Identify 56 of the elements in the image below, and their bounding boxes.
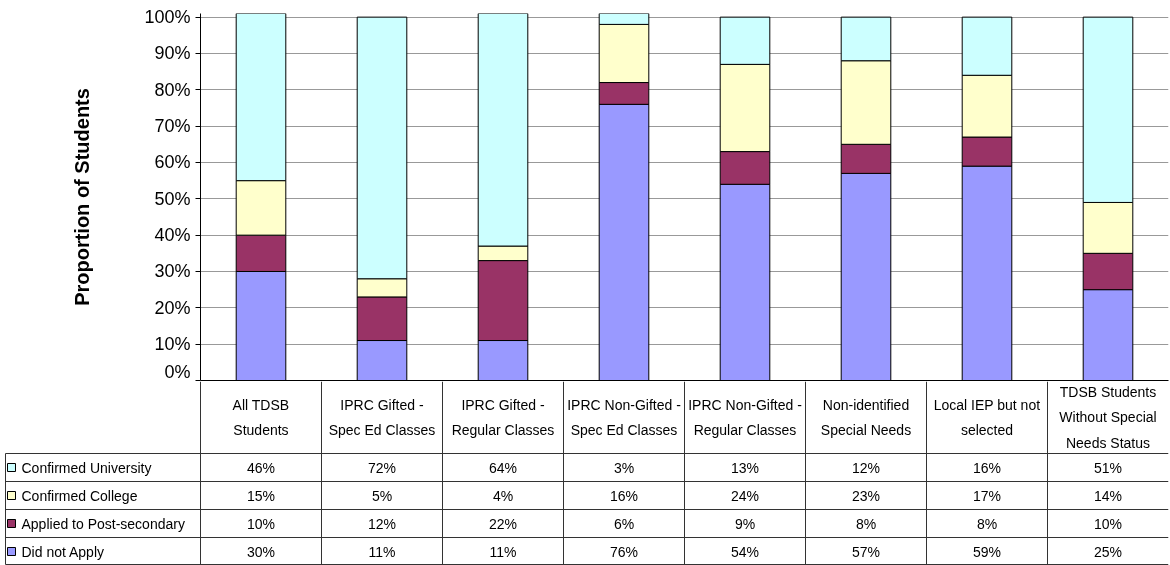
y-tick-label: 70% — [154, 116, 191, 137]
data-label: 17% — [972, 487, 1002, 504]
data-label: 10% — [246, 515, 276, 532]
data-label: 54% — [730, 543, 760, 560]
data-label: 23% — [851, 487, 881, 504]
y-tick-label: 80% — [154, 79, 191, 100]
x-tick-label: Non-identified Special Needs — [820, 396, 912, 439]
data-label: 3% — [613, 459, 635, 476]
data-label: 30% — [246, 543, 276, 560]
y-tick-label: 40% — [154, 225, 191, 246]
x-tick-label: IPRC Non-Gifted - Regular Classes — [688, 396, 803, 439]
x-tick-label: TDSB Students Without Special Needs Status — [1059, 383, 1157, 452]
y-tick-label: 30% — [154, 261, 191, 282]
data-label: 22% — [488, 515, 518, 532]
data-label: 11% — [489, 543, 517, 560]
data-label: 24% — [730, 487, 760, 504]
legend-label: Did not Apply — [21, 543, 104, 560]
data-label: 72% — [367, 459, 397, 476]
data-label: 12% — [367, 515, 397, 532]
y-tick-label: 60% — [154, 152, 191, 173]
data-label: 64% — [488, 459, 518, 476]
data-label: 25% — [1093, 543, 1123, 560]
data-label: 4% — [492, 487, 514, 504]
data-label: 51% — [1093, 459, 1123, 476]
data-label: 6% — [613, 515, 635, 532]
data-label: 16% — [972, 459, 1002, 476]
legend-label: Applied to Post-secondary — [21, 515, 185, 532]
legend-label: Confirmed College — [21, 487, 138, 504]
y-tick-label: 100% — [144, 7, 191, 28]
y-tick-label: 50% — [154, 188, 191, 209]
x-tick-label: IPRC Gifted - Spec Ed Classes — [328, 396, 436, 439]
x-tick-label: IPRC Gifted - Regular Classes — [451, 396, 555, 439]
data-label: 46% — [246, 459, 276, 476]
x-tick-label: Local IEP but not selected — [933, 396, 1041, 439]
data-label: 10% — [1093, 515, 1123, 532]
y-tick-label: 20% — [154, 297, 191, 318]
data-label: 15% — [246, 487, 276, 504]
data-label: 8% — [855, 515, 877, 532]
data-label: 12% — [851, 459, 881, 476]
y-axis-title: Proportion of Students — [71, 88, 94, 306]
data-label: 14% — [1093, 487, 1123, 504]
x-tick-label: IPRC Non-Gifted - Spec Ed Classes — [567, 396, 682, 439]
y-tick-label: 0% — [164, 361, 191, 382]
data-label: 76% — [609, 543, 639, 560]
data-label: 16% — [609, 487, 639, 504]
data-label: 5% — [371, 487, 393, 504]
data-label: 11% — [368, 543, 396, 560]
y-tick-label: 90% — [154, 43, 191, 64]
y-tick-label: 10% — [154, 334, 191, 355]
data-label: 59% — [972, 543, 1002, 560]
data-label: 9% — [734, 515, 756, 532]
data-label: 13% — [730, 459, 760, 476]
x-tick-label: All TDSB Students — [232, 396, 290, 439]
data-label: 57% — [851, 543, 881, 560]
data-label: 8% — [976, 515, 998, 532]
legend-label: Confirmed University — [21, 459, 152, 476]
